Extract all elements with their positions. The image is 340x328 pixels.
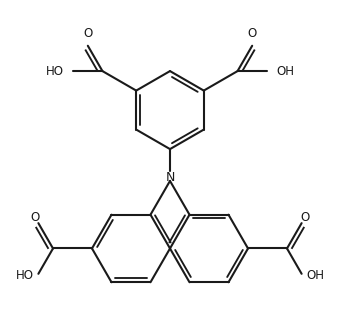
Text: OH: OH [306, 269, 324, 282]
Text: N: N [165, 171, 175, 184]
Text: HO: HO [46, 65, 64, 78]
Text: O: O [83, 27, 92, 40]
Text: O: O [300, 211, 310, 224]
Text: O: O [30, 211, 40, 224]
Text: HO: HO [16, 269, 34, 282]
Text: OH: OH [276, 65, 294, 78]
Text: O: O [248, 27, 257, 40]
